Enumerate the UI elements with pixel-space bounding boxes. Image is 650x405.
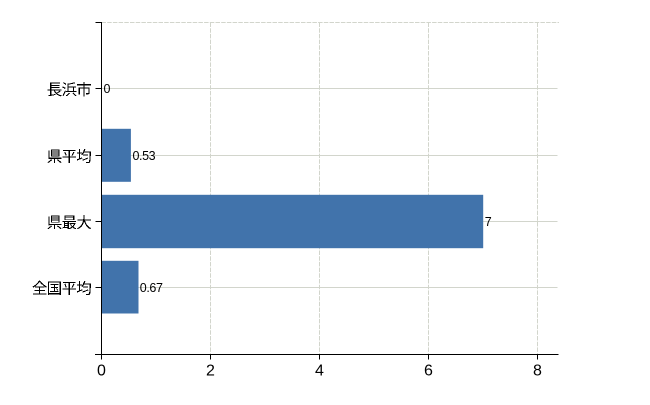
svg-text:0: 0: [104, 82, 111, 96]
svg-text:7: 7: [485, 215, 492, 229]
svg-text:4: 4: [315, 363, 324, 380]
svg-text:0.53: 0.53: [133, 149, 156, 163]
svg-text:0.67: 0.67: [140, 281, 163, 295]
svg-text:6: 6: [424, 363, 433, 380]
svg-text:8: 8: [533, 363, 542, 380]
svg-text:2: 2: [206, 363, 215, 380]
svg-text:0: 0: [97, 363, 106, 380]
